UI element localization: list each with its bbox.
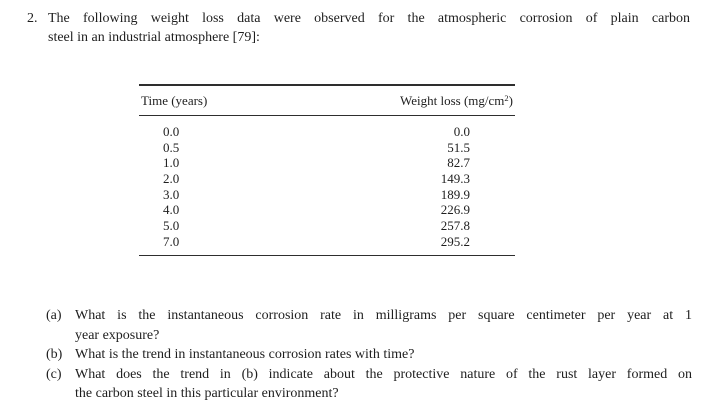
question-a-text: What is the instantaneous corrosion rate…	[75, 306, 692, 345]
weight-loss-cell: 51.5	[447, 139, 470, 155]
question-b-line-1: What is the trend in instantaneous corro…	[75, 347, 415, 362]
question-c-line-2: the carbon steel in this particular envi…	[75, 386, 339, 401]
question-a-line-1: What is the instantaneous corrosion rate…	[75, 308, 692, 323]
weight-loss-cell: 0.0	[453, 124, 470, 139]
table-bottom-rule	[139, 254, 515, 256]
question-c: (c) What does the trend in (b) indicate …	[46, 365, 692, 404]
table-body: 0.0 0.0 0.5 51.5 1.0 82.7 2.0 149.3 3.0 …	[139, 116, 515, 255]
table-row: 4.0 226.9	[139, 202, 515, 218]
question-a: (a) What is the instantaneous corrosion …	[46, 306, 692, 345]
question-c-text: What does the trend in (b) indicate abou…	[75, 365, 692, 404]
weight-loss-cell: 189.9	[440, 186, 470, 202]
table-row: 0.0 0.0	[139, 124, 515, 140]
weight-loss-cell: 82.7	[447, 155, 470, 171]
question-list: (a) What is the instantaneous corrosion …	[46, 306, 692, 404]
problem-text-line-1: The following weight loss data were obse…	[48, 11, 690, 26]
question-b-label: (b)	[46, 347, 63, 362]
table-header-weight-loss: Weight loss (mg/cm2)	[400, 93, 513, 109]
table-header-row: Time (years) Weight loss (mg/cm2)	[139, 86, 515, 115]
weight-loss-header-superscript: 2	[504, 92, 509, 103]
table-top-rule	[139, 84, 515, 86]
table-row: 5.0 257.8	[139, 218, 515, 234]
table-row: 1.0 82.7	[139, 155, 515, 171]
time-cell: 1.0	[163, 155, 180, 171]
time-cell: 7.0	[163, 233, 180, 249]
table-row: 2.0 149.3	[139, 171, 515, 187]
weight-loss-header-prefix: Weight loss (mg/cm	[400, 92, 505, 108]
question-c-line-1: What does the trend in (b) indicate abou…	[75, 366, 692, 382]
question-b-text: What is the trend in instantaneous corro…	[75, 345, 692, 365]
question-c-label: (c)	[46, 366, 62, 382]
question-b: (b) What is the trend in instantaneous c…	[46, 345, 692, 365]
question-a-line-2: year exposure?	[75, 327, 160, 343]
table-header-rule	[139, 114, 515, 116]
weight-loss-header-suffix: )	[508, 92, 513, 108]
time-cell: 4.0	[163, 202, 180, 218]
time-cell: 3.0	[163, 186, 180, 202]
time-cell: 2.0	[163, 171, 180, 187]
table-row: 7.0 295.2	[139, 234, 515, 250]
table-row: 0.5 51.5	[139, 140, 515, 156]
problem-statement: 2. The following weight loss data were o…	[27, 9, 690, 47]
time-cell: 5.0	[163, 218, 180, 234]
weight-loss-table: Time (years) Weight loss (mg/cm2) 0.0 0.…	[139, 84, 515, 256]
weight-loss-cell: 295.2	[440, 233, 470, 249]
table-header-time: Time (years)	[141, 92, 208, 108]
weight-loss-cell: 226.9	[440, 202, 470, 218]
problem-text: The following weight loss data were obse…	[48, 9, 690, 47]
weight-loss-cell: 149.3	[440, 171, 470, 187]
problem-text-line-2: steel in an industrial atmosphere [79]:	[48, 30, 260, 45]
question-a-label: (a)	[46, 308, 62, 323]
table-row: 3.0 189.9	[139, 187, 515, 203]
weight-loss-cell: 257.8	[440, 218, 470, 234]
time-cell: 0.0	[163, 124, 180, 139]
problem-number: 2.	[27, 11, 38, 26]
time-cell: 0.5	[163, 139, 180, 155]
